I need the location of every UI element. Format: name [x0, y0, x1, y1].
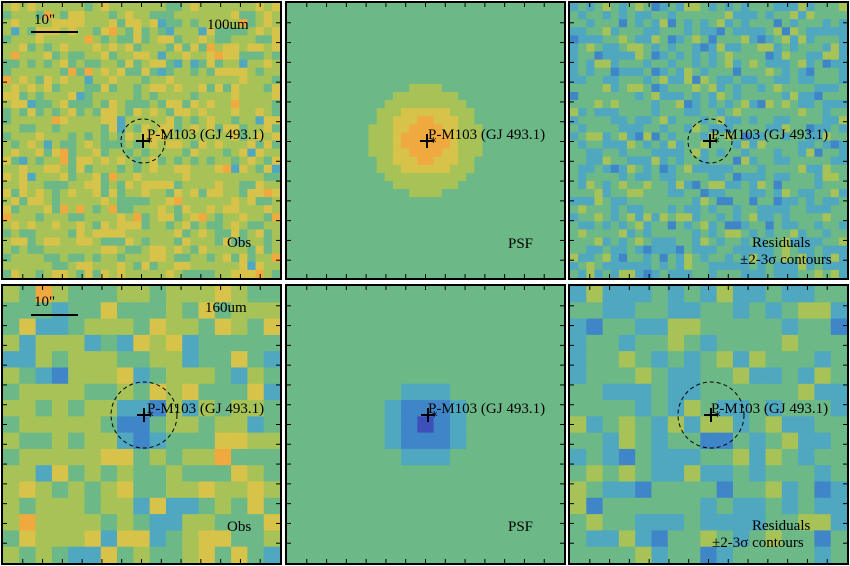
psf-160um-panel: * P-M103 (GJ 493.1) PSF	[285, 284, 566, 565]
psf-100um-map: *	[287, 3, 564, 278]
obs-label: Obs	[227, 235, 252, 251]
psf-100um-panel: * P-M103 (GJ 493.1) PSF	[285, 1, 566, 280]
svg-text:*: *	[714, 410, 721, 425]
obs-160um-panel: * 160um 10" P-M103 (GJ 493.1) Obs	[1, 284, 282, 565]
residual-label: Residuals	[752, 518, 811, 534]
band-label: 100um	[207, 17, 249, 33]
source-label: P-M103 (GJ 493.1)	[711, 127, 829, 143]
residual-100um-panel: * P-M103 (GJ 493.1) Residuals ±2-3σ cont…	[568, 1, 849, 280]
residual-160um-panel: * P-M103 (GJ 493.1) Residuals ±2-3σ cont…	[568, 284, 849, 565]
svg-text:*: *	[430, 136, 437, 151]
residual-100um-map: *	[570, 3, 847, 278]
obs-100um-map: *	[3, 3, 280, 278]
svg-text:*: *	[146, 136, 153, 151]
svg-text:*: *	[713, 136, 720, 151]
psf-label: PSF	[508, 236, 534, 252]
source-label: P-M103 (GJ 493.1)	[147, 401, 265, 417]
svg-text:*: *	[147, 410, 154, 425]
residual-label: Residuals	[752, 235, 811, 251]
source-label: P-M103 (GJ 493.1)	[711, 401, 829, 417]
band-label: 160um	[205, 300, 247, 316]
source-label: P-M103 (GJ 493.1)	[428, 401, 546, 417]
contour-label: ±2-3σ contours	[740, 252, 832, 268]
scale-bar-label: 10"	[34, 12, 56, 28]
obs-160um-map: *	[3, 286, 280, 563]
source-label: P-M103 (GJ 493.1)	[147, 127, 265, 143]
contour-label: ±2-3σ contours	[712, 535, 804, 551]
obs-100um-panel: * 100um 10" P-M103 (GJ 493.1) Obs	[1, 1, 282, 280]
scale-bar-label: 10"	[34, 294, 56, 310]
scale-bar	[31, 314, 78, 316]
svg-text:*: *	[431, 410, 438, 425]
scale-bar	[31, 31, 78, 33]
obs-label: Obs	[227, 519, 252, 535]
psf-160um-map: *	[287, 286, 564, 563]
source-label: P-M103 (GJ 493.1)	[428, 127, 546, 143]
residual-160um-map: *	[570, 286, 847, 563]
psf-label: PSF	[508, 519, 534, 535]
